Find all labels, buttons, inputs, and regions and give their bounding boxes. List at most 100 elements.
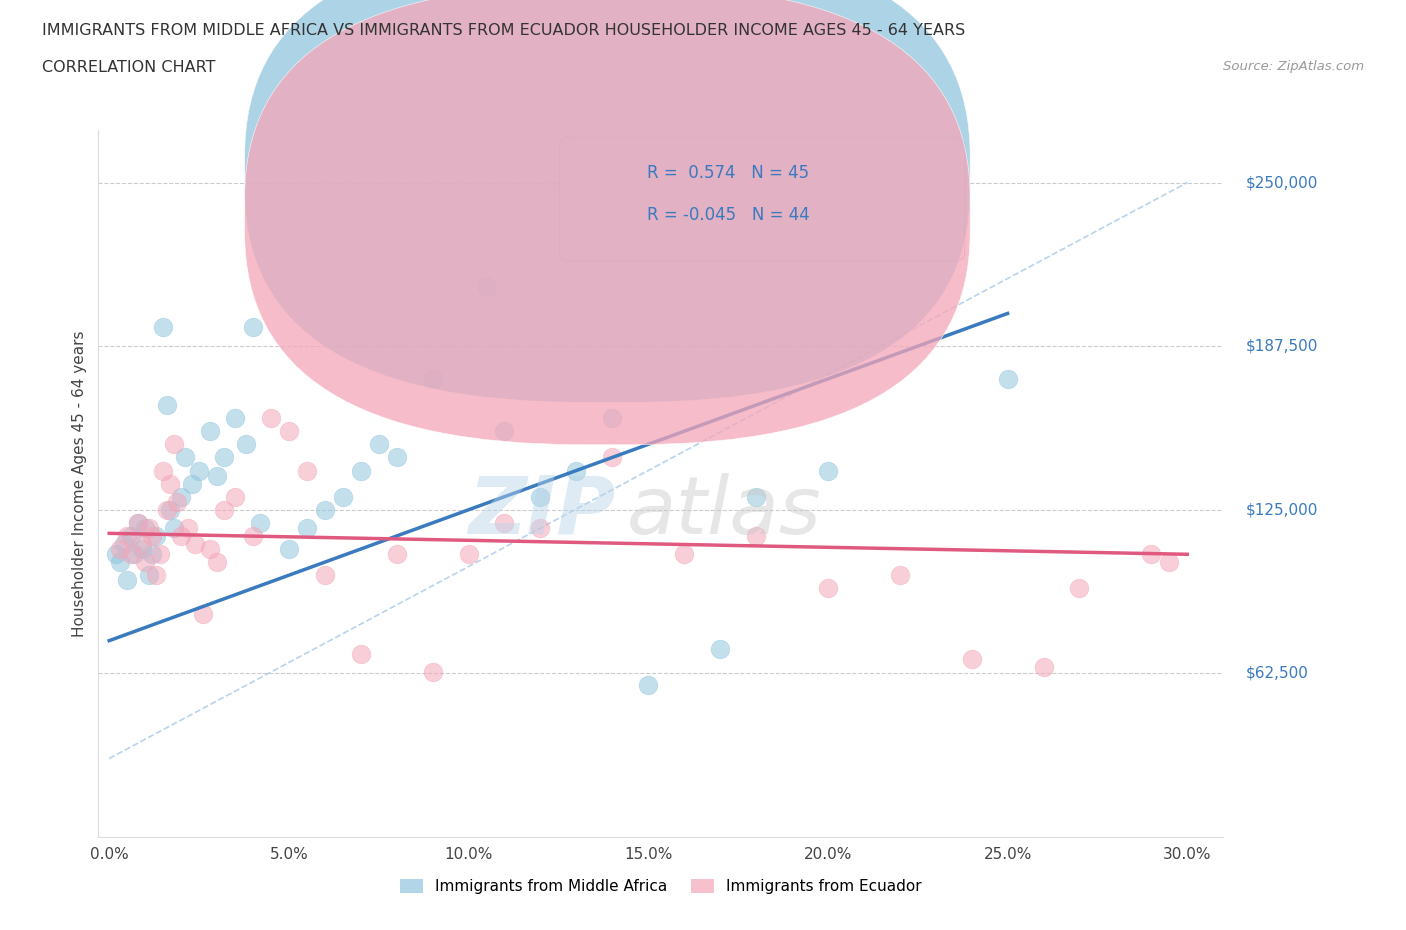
Point — [295, 521, 318, 536]
FancyBboxPatch shape — [560, 138, 965, 261]
Point — [260, 411, 283, 426]
Point — [1032, 659, 1054, 674]
Point — [242, 319, 264, 334]
Point — [314, 502, 336, 517]
Point — [145, 528, 167, 543]
Point — [529, 489, 551, 504]
Point — [177, 521, 200, 536]
Point — [166, 495, 188, 510]
Point — [314, 568, 336, 583]
Point — [1069, 581, 1091, 596]
Point — [138, 521, 160, 536]
Point — [170, 528, 193, 543]
Point — [138, 568, 160, 583]
Point — [212, 450, 235, 465]
Text: $125,000: $125,000 — [1246, 502, 1317, 517]
Point — [350, 646, 373, 661]
Point — [385, 450, 408, 465]
Point — [960, 652, 983, 667]
Text: R =  0.574   N = 45: R = 0.574 N = 45 — [647, 164, 810, 181]
Point — [367, 437, 389, 452]
Point — [108, 554, 131, 569]
Point — [198, 424, 221, 439]
Point — [173, 450, 195, 465]
Point — [131, 537, 153, 551]
Point — [205, 554, 228, 569]
Text: Source: ZipAtlas.com: Source: ZipAtlas.com — [1223, 60, 1364, 73]
Point — [159, 502, 181, 517]
Point — [163, 521, 186, 536]
Point — [170, 489, 193, 504]
Point — [235, 437, 257, 452]
Point — [529, 521, 551, 536]
Point — [141, 528, 163, 543]
Point — [817, 463, 839, 478]
Point — [494, 515, 516, 530]
Text: R = -0.045   N = 44: R = -0.045 N = 44 — [647, 206, 810, 224]
Point — [105, 547, 128, 562]
Point — [152, 319, 174, 334]
Point — [141, 547, 163, 562]
Point — [112, 537, 135, 551]
Point — [198, 541, 221, 556]
Point — [997, 371, 1019, 386]
Point — [277, 424, 299, 439]
Point — [600, 450, 623, 465]
Text: $62,500: $62,500 — [1246, 666, 1309, 681]
Point — [115, 528, 138, 543]
Text: atlas: atlas — [627, 472, 823, 551]
Point — [332, 489, 354, 504]
Point — [295, 463, 318, 478]
Point — [134, 521, 156, 536]
Point — [124, 547, 146, 562]
Point — [152, 463, 174, 478]
Y-axis label: Householder Income Ages 45 - 64 years: Householder Income Ages 45 - 64 years — [72, 330, 87, 637]
Point — [191, 607, 214, 622]
Point — [108, 541, 131, 556]
Point — [637, 678, 659, 693]
Point — [1140, 547, 1163, 562]
Point — [184, 537, 207, 551]
Point — [224, 411, 246, 426]
Point — [115, 573, 138, 588]
Point — [180, 476, 202, 491]
Text: ZIP: ZIP — [468, 472, 616, 551]
Point — [745, 528, 768, 543]
Point — [148, 547, 170, 562]
FancyBboxPatch shape — [245, 0, 970, 445]
Point — [277, 541, 299, 556]
Point — [249, 515, 271, 530]
Point — [745, 489, 768, 504]
Point — [212, 502, 235, 517]
Point — [457, 547, 479, 562]
Point — [205, 469, 228, 484]
Point — [163, 437, 186, 452]
Point — [156, 398, 179, 413]
Point — [156, 502, 179, 517]
Point — [145, 568, 167, 583]
Point — [422, 665, 444, 680]
Text: $250,000: $250,000 — [1246, 175, 1317, 190]
Point — [127, 515, 149, 530]
Text: $187,500: $187,500 — [1246, 339, 1317, 353]
Point — [188, 463, 211, 478]
Point — [127, 515, 149, 530]
Point — [134, 554, 156, 569]
Point — [159, 476, 181, 491]
Point — [120, 528, 142, 543]
Point — [131, 541, 153, 556]
Point — [422, 371, 444, 386]
Point — [600, 411, 623, 426]
Point — [350, 463, 373, 478]
FancyBboxPatch shape — [245, 0, 970, 403]
Point — [817, 581, 839, 596]
Point — [889, 568, 911, 583]
Point — [385, 547, 408, 562]
Point — [494, 424, 516, 439]
Text: IMMIGRANTS FROM MIDDLE AFRICA VS IMMIGRANTS FROM ECUADOR HOUSEHOLDER INCOME AGES: IMMIGRANTS FROM MIDDLE AFRICA VS IMMIGRA… — [42, 23, 966, 38]
Point — [224, 489, 246, 504]
Point — [242, 528, 264, 543]
Point — [673, 547, 696, 562]
Point — [1159, 554, 1181, 569]
Point — [475, 280, 498, 295]
